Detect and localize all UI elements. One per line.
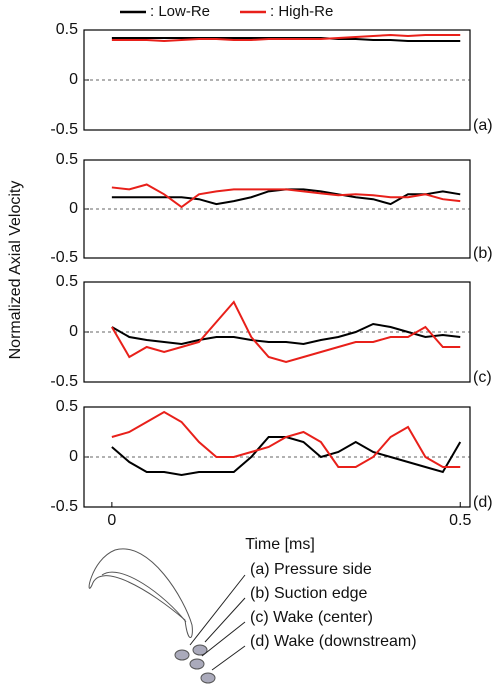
x-axis-label: Time [ms] [245, 536, 315, 553]
x-tick-label: 0 [107, 512, 116, 529]
y-tick-label: 0 [69, 448, 78, 465]
series-line [111, 33, 461, 43]
legend-label: : High-Re [270, 3, 333, 20]
series-line [111, 300, 461, 364]
y-tick-label: 0 [69, 200, 78, 217]
series-line [111, 322, 461, 346]
y-tick-label: 0.5 [56, 151, 78, 168]
x-tick-label: 0.5 [449, 512, 471, 529]
panel-label: (b) [473, 245, 493, 262]
y-tick-label: -0.5 [50, 373, 78, 390]
diagram-label: (b) Suction edge [250, 585, 368, 602]
panel-label: (c) [473, 369, 492, 386]
series-line [111, 410, 461, 468]
diagram-label: (c) Wake (center) [250, 609, 373, 626]
airfoil-diagram [88, 548, 246, 684]
y-tick-label: 0 [69, 323, 78, 340]
panel-label: (d) [473, 494, 493, 511]
series-line [111, 183, 461, 209]
y-axis-label: Normalized Axial Velocity [7, 181, 24, 360]
y-tick-label: 0.5 [56, 273, 78, 290]
y-tick-label: 0 [69, 71, 78, 88]
y-tick-label: -0.5 [50, 121, 78, 138]
y-tick-label: -0.5 [50, 249, 78, 266]
diagram-label: (a) Pressure side [250, 561, 372, 578]
y-tick-label: -0.5 [50, 498, 78, 515]
y-tick-label: 0.5 [56, 398, 78, 415]
series-line [111, 436, 462, 477]
panel-label: (a) [473, 117, 493, 134]
diagram-label: (d) Wake (downstream) [250, 633, 417, 650]
y-tick-label: 0.5 [56, 21, 78, 38]
legend-label: : Low-Re [150, 3, 210, 20]
